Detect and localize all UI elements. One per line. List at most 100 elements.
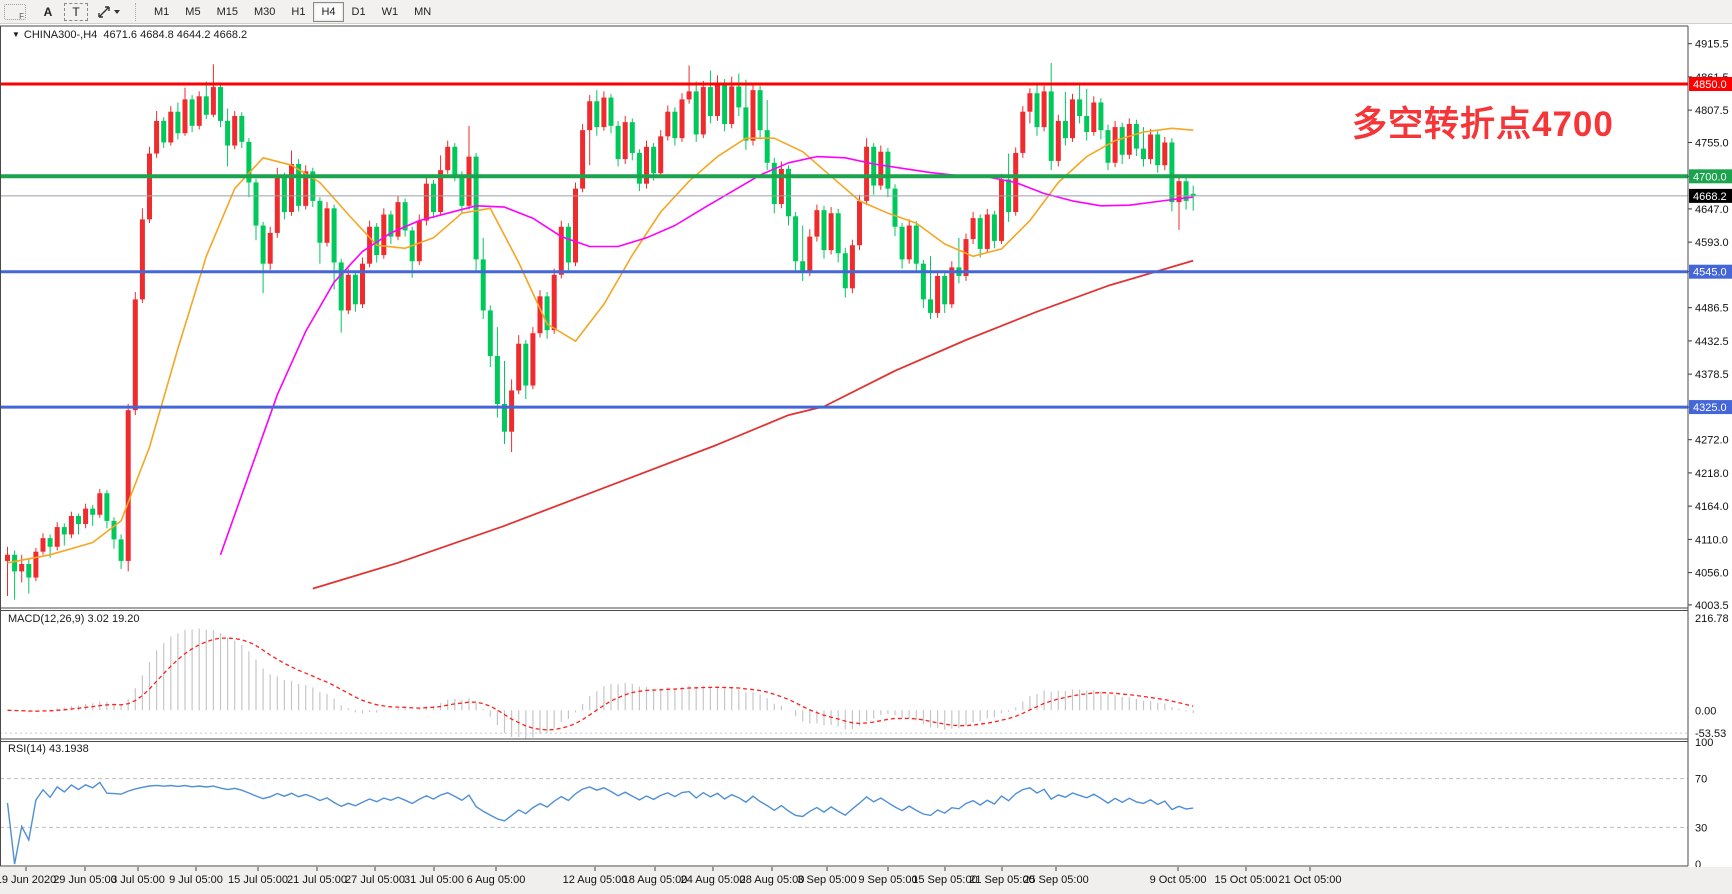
- candle-body: [786, 168, 791, 217]
- candle-body: [963, 239, 969, 276]
- ma-mid-magenta: [219, 155, 1194, 556]
- time-label: 28 Aug 05:00: [740, 874, 805, 886]
- candle-body: [296, 164, 302, 206]
- candle-body: [778, 168, 784, 204]
- candle-body: [537, 296, 543, 334]
- time-label: 12 Aug 05:00: [563, 874, 628, 886]
- price-badge-label: 4325.0: [1693, 402, 1727, 414]
- candle-body: [551, 274, 557, 331]
- macd-axis-label: 216.78: [1695, 613, 1729, 625]
- candle-body: [189, 99, 195, 126]
- candle-body: [1190, 193, 1196, 196]
- candle-body: [324, 208, 330, 243]
- rsi-axis-label: 70: [1695, 774, 1707, 786]
- candle-body: [970, 218, 976, 240]
- candle-body: [871, 146, 877, 186]
- time-label: 9 Jul 05:00: [169, 874, 223, 886]
- candle-body: [835, 213, 841, 254]
- price-tick-label: 4755.0: [1695, 137, 1729, 149]
- line-tools-button[interactable]: [92, 2, 125, 22]
- price-tick-label: 4486.5: [1695, 303, 1729, 315]
- candle-body: [601, 97, 607, 128]
- candle-body: [104, 493, 110, 521]
- text-tool-button[interactable]: T: [64, 2, 88, 21]
- candle-body: [722, 84, 728, 124]
- candle-body: [232, 116, 238, 146]
- candle-body: [828, 213, 834, 251]
- candle-body: [352, 274, 358, 305]
- candle-body: [821, 210, 827, 251]
- timeframe-M5[interactable]: M5: [177, 2, 208, 22]
- timeframe-M1[interactable]: M1: [146, 2, 177, 22]
- candle-body: [693, 91, 699, 135]
- font-tool-button[interactable]: A: [36, 2, 60, 22]
- candle-body: [388, 214, 394, 237]
- candle-body: [942, 276, 948, 305]
- candle-body: [906, 225, 912, 260]
- candle-body: [1119, 127, 1125, 155]
- candle-body: [913, 225, 919, 264]
- candle-body: [1183, 181, 1189, 201]
- candle-body: [1077, 99, 1083, 116]
- candle-body: [203, 96, 209, 115]
- candle-body: [161, 120, 167, 143]
- candle-body: [416, 220, 422, 262]
- candle-body: [139, 219, 145, 300]
- price-tick-label: 4110.0: [1695, 534, 1728, 546]
- candle-body: [331, 208, 337, 263]
- candle-body: [864, 146, 870, 201]
- candle-body: [132, 299, 138, 411]
- candle-body: [19, 564, 25, 572]
- timeframe-M15[interactable]: M15: [209, 2, 246, 22]
- candle-body: [729, 86, 735, 124]
- macd-axis-label: 0.00: [1695, 705, 1716, 717]
- timeframe-H4[interactable]: H4: [313, 1, 344, 22]
- candle-body: [5, 554, 10, 561]
- candle-body: [47, 538, 53, 547]
- candle-body: [218, 87, 223, 121]
- candle-body: [83, 508, 89, 524]
- candle-body: [615, 125, 621, 160]
- candle-body: [310, 171, 316, 201]
- price-tick-label: 4807.5: [1695, 105, 1729, 117]
- candle-body: [289, 164, 294, 212]
- candle-body: [651, 146, 657, 174]
- timeframe-H1[interactable]: H1: [283, 2, 313, 22]
- candle-body: [1155, 134, 1161, 166]
- timeframe-M30[interactable]: M30: [246, 2, 283, 22]
- time-label: 18 Aug 05:00: [623, 874, 688, 886]
- candle-body: [707, 87, 713, 116]
- candle-body: [1162, 142, 1168, 166]
- candle-body: [260, 225, 266, 264]
- candle-body: [544, 296, 550, 331]
- candle-body: [1020, 111, 1026, 153]
- price-badge-label: 4700.0: [1693, 171, 1727, 183]
- candle-body: [658, 136, 664, 174]
- price-badge: [1689, 169, 1732, 184]
- candle-body: [509, 390, 515, 432]
- price-badge: [1689, 264, 1732, 279]
- candle-body: [1041, 91, 1047, 128]
- price-badge-label: 4850.0: [1693, 79, 1727, 91]
- candle-body: [367, 226, 373, 264]
- candle-body: [764, 130, 770, 163]
- time-label: 25 Sep 05:00: [1023, 874, 1088, 886]
- candle-body: [487, 310, 493, 356]
- rsi-axis-label: 30: [1695, 822, 1707, 834]
- time-label: 3 Jul 05:00: [111, 874, 165, 886]
- timeframe-MN[interactable]: MN: [406, 2, 439, 22]
- time-label: 15 Jul 05:00: [228, 874, 288, 886]
- chart-canvas[interactable]: 4915.54861.54807.54755.04700.04647.04593…: [0, 24, 1732, 894]
- toolbar-drag-handle[interactable]: F: [4, 3, 26, 21]
- timeframe-D1[interactable]: D1: [344, 2, 374, 22]
- candle-body: [999, 179, 1004, 241]
- price-axis[interactable]: 4915.54861.54807.54755.04700.04647.04593…: [1688, 39, 1732, 612]
- candle-body: [587, 101, 593, 131]
- price-badge-label: 4545.0: [1693, 267, 1727, 279]
- price-badge: [1689, 77, 1732, 91]
- timeframe-W1[interactable]: W1: [374, 2, 407, 22]
- candle-body: [175, 111, 181, 134]
- rsi-line: [6, 781, 1194, 865]
